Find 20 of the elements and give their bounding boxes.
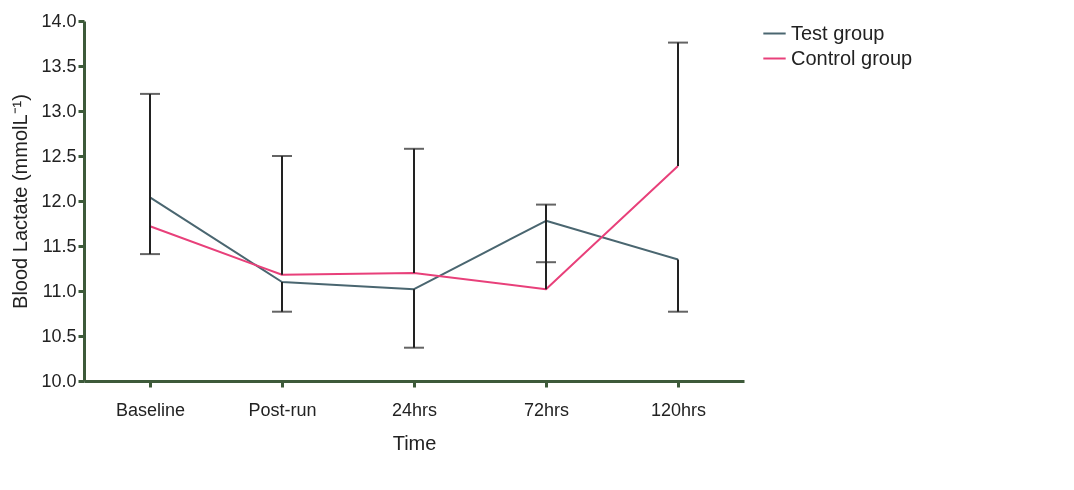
y-axis-title: Blood Lactate (mmolL⁻¹) — [9, 94, 32, 309]
x-axis-title: Time — [392, 431, 437, 454]
line-series — [149, 164, 679, 291]
x-tick-label: 24hrs — [391, 399, 438, 420]
y-tick-label: 11.5 — [42, 235, 77, 256]
x-tick-label: 120hrs — [650, 399, 707, 420]
y-tick-label: 11.0 — [42, 280, 77, 301]
y-tick-label: 13.5 — [41, 55, 77, 76]
x-tick-label: 72hrs — [523, 399, 570, 420]
y-tick-label: 14.0 — [41, 10, 77, 31]
y-tick-label: 10.0 — [41, 370, 77, 391]
x-tick-label: Post-run — [248, 399, 317, 420]
legend-label: Test group — [791, 21, 885, 44]
x-tick-label: Baseline — [115, 399, 186, 420]
y-tick-label: 10.5 — [41, 325, 77, 346]
y-tick-label: 13.0 — [41, 100, 77, 121]
line-series — [149, 196, 679, 291]
legend-label: Control group — [791, 46, 913, 69]
y-tick-label: 12.5 — [41, 145, 77, 166]
y-tick-label: 12.0 — [41, 190, 77, 211]
